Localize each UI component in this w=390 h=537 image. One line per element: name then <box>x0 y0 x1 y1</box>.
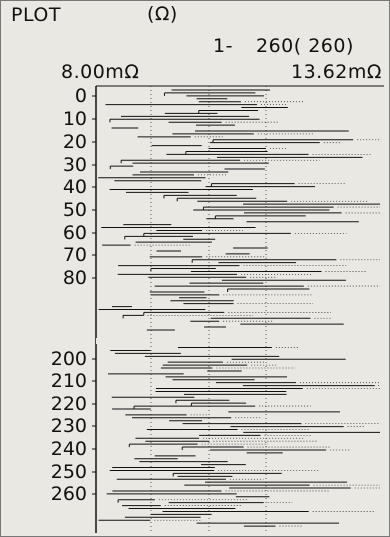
y-tick-label: 0 <box>74 85 87 107</box>
y-tick-label: 230 <box>50 415 87 437</box>
y-tick-label: 200 <box>50 348 87 370</box>
y-tick-label: 80 <box>62 267 87 289</box>
y-tick-label: 70 <box>62 244 87 266</box>
y-tick-label: 40 <box>62 176 87 198</box>
y-tick-label: 20 <box>62 131 87 153</box>
record-count: 260( 260) <box>256 35 354 57</box>
y-tick-label: 260 <box>50 483 87 505</box>
y-tick-label: 240 <box>50 438 87 460</box>
y-tick-label: 10 <box>62 108 87 130</box>
y-tick-label: 60 <box>62 222 87 244</box>
unit-label: (Ω) <box>147 3 178 25</box>
y-tick-label: 250 <box>50 461 87 483</box>
y-tick-label: 210 <box>50 370 87 392</box>
y-tick-label: 220 <box>50 393 87 415</box>
x-max-label: 13.62mΩ <box>291 61 382 83</box>
y-tick-label: 50 <box>62 199 87 221</box>
y-tick-label: 30 <box>62 154 87 176</box>
plot-title: PLOT <box>11 4 61 26</box>
x-min-label: 8.00mΩ <box>61 61 140 83</box>
range-label: 1- <box>213 35 233 57</box>
